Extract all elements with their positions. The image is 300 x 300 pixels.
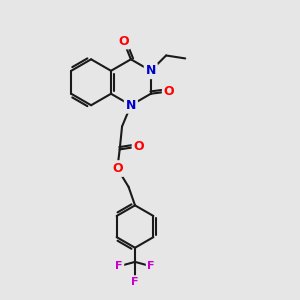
Text: F: F xyxy=(115,261,123,271)
Text: N: N xyxy=(126,99,136,112)
Text: O: O xyxy=(112,162,123,175)
Text: F: F xyxy=(131,277,139,287)
Text: O: O xyxy=(164,85,174,98)
Text: N: N xyxy=(146,64,156,77)
Text: O: O xyxy=(134,140,144,153)
Text: O: O xyxy=(118,34,129,48)
Text: F: F xyxy=(148,261,155,271)
